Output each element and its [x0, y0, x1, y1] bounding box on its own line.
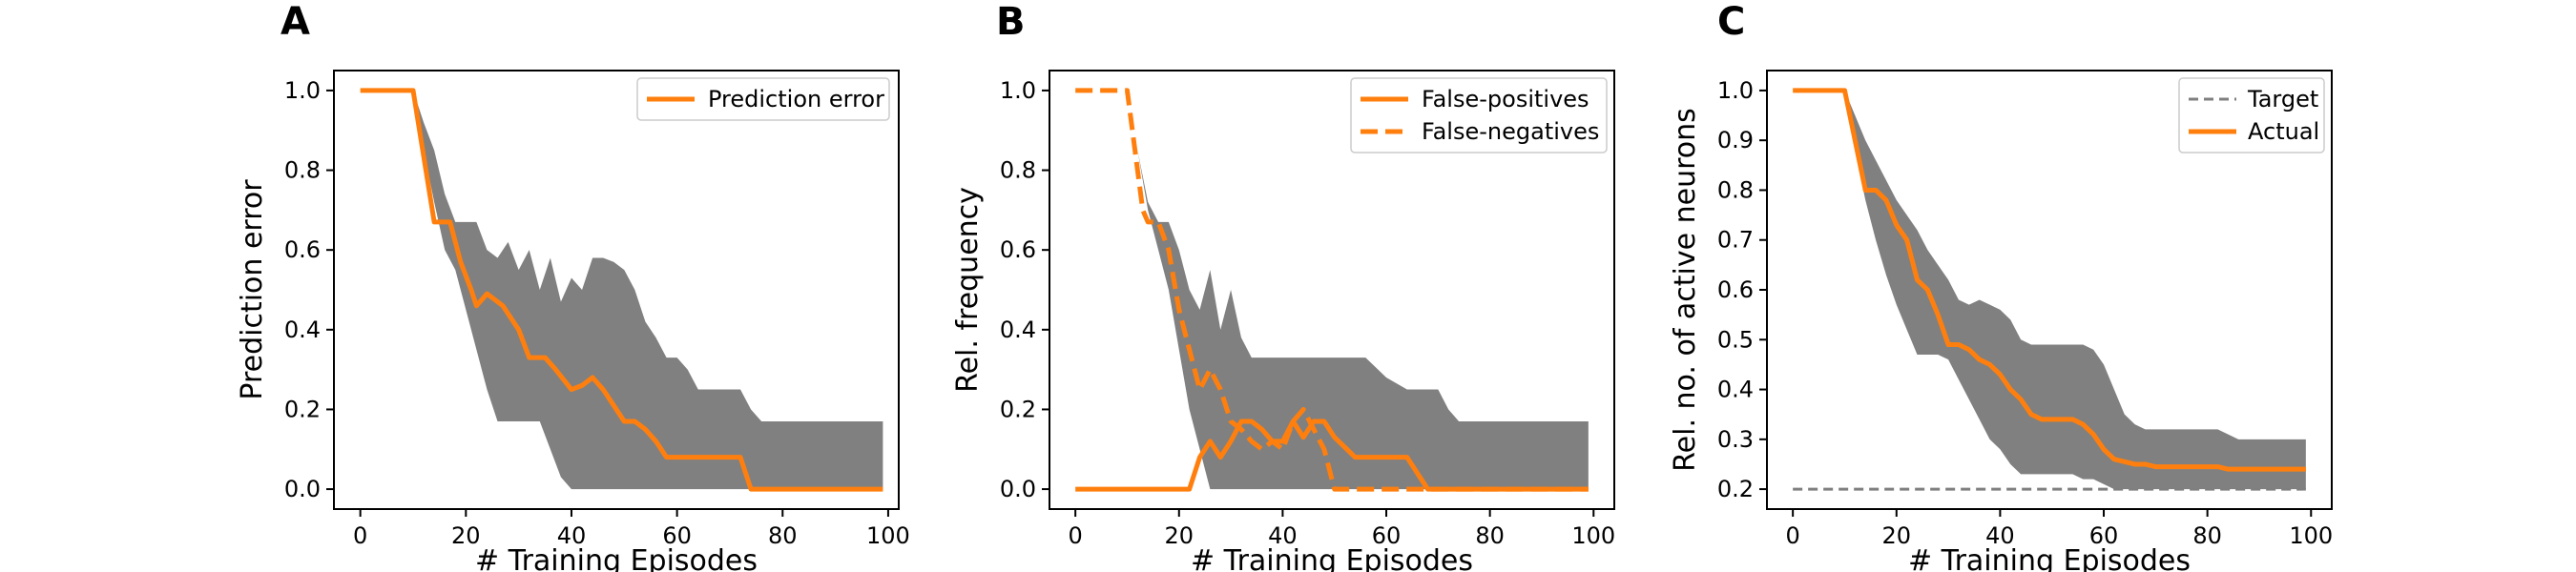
panel-c-letter: C: [1717, 0, 1745, 44]
panel-b-y-tick-label-5: 1.0: [1000, 77, 1036, 104]
panel-a-lines-layer: [360, 88, 883, 492]
panel-c-x-tick-label-40: 40: [1985, 522, 2015, 549]
panel-b-axes-frame: [1049, 70, 1615, 510]
panel-c-x-axis-label: # Training Episodes: [1908, 544, 2191, 572]
panel-b-y-tick-label-1: 0.2: [1000, 396, 1036, 422]
panel-c-y-tick-label-8: 1.0: [1717, 77, 1754, 104]
panel-b-x-tick-label-0: 0: [1069, 522, 1083, 549]
panel-c-x-tick-label-60: 60: [2089, 522, 2119, 549]
panel-c-y-tick-label-5: 0.7: [1717, 227, 1754, 254]
panel-c-y-tick-label-6: 0.8: [1717, 176, 1754, 203]
panel-a-x-tick-label-40: 40: [557, 522, 587, 549]
panel-c-legend-label-actual: Actual: [2248, 118, 2319, 145]
panel-b-series-false-positives-line: [1075, 419, 1589, 492]
panel-b-x-tick-label-20: 20: [1165, 522, 1195, 549]
panel-a: A 0 20 40 60 80 100 0.0 0.2 0.4 0.6 0.8 1.0 # Train…: [236, 0, 910, 572]
panel-a-x-tick-label-0: 0: [353, 522, 367, 549]
panel-c-std-band: [1844, 90, 2306, 490]
panel-b-std-band: [1127, 90, 1589, 490]
panel-a-legend-box: [636, 77, 890, 121]
panel-a-x-tick-label-100: 100: [866, 522, 910, 549]
panel-b-legend-label-false-negatives: False-negatives: [1422, 118, 1599, 145]
panel-a-band-layer: [412, 90, 883, 490]
panel-b-y-tick-label-2: 0.4: [1000, 317, 1036, 343]
panel-a-legend: Prediction error: [636, 77, 890, 121]
panel-b-x-tick-label-40: 40: [1268, 522, 1298, 549]
panel-b-x-tick-label-60: 60: [1372, 522, 1402, 549]
panel-c-x-tick-label-100: 100: [2289, 522, 2333, 549]
panel-b-y-tick-label-4: 0.8: [1000, 157, 1036, 184]
panel-a-letter: A: [280, 0, 310, 44]
panel-b-x-tick-label-80: 80: [1475, 522, 1505, 549]
panel-a-x-tick-label-20: 20: [451, 522, 481, 549]
panel-a-x-tick-label-80: 80: [768, 522, 798, 549]
panel-c-band-layer: [1844, 90, 2306, 490]
panel-b-legend-label-false-positives: False-positives: [1422, 86, 1589, 112]
panel-c-y-tick-label-2: 0.4: [1717, 377, 1754, 403]
panel-c-legend-label-target: Target: [2247, 86, 2318, 112]
panel-a-y-tick-label-3: 0.6: [284, 236, 321, 263]
panel-a-x-axis-label: # Training Episodes: [475, 544, 758, 572]
panel-b-letter: B: [996, 0, 1026, 44]
panel-c: C 0 20 40 60 80 100 0.2 0.3 0.4 0.5 0.6 0.7 0.8 0.9 1.…: [1669, 0, 2333, 572]
panel-c-lines-layer: [1793, 88, 2306, 491]
panel-b-x-axis-label: # Training Episodes: [1191, 544, 1473, 572]
panel-a-y-axis-label: Prediction error: [236, 179, 269, 400]
panel-a-y-tick-label-4: 0.8: [284, 157, 321, 184]
panel-c-y-tick-label-0: 0.2: [1717, 476, 1754, 502]
panel-a-axes-frame: [333, 70, 900, 510]
panel-a-y-tick-label-1: 0.2: [284, 396, 321, 422]
panel-b: B 0 20 40 60 80 100 0.0 0.2 0.4 0.6 0.8 1.0 # Train…: [951, 0, 1615, 572]
panel-a-y-tick-label-5: 1.0: [284, 77, 321, 104]
panel-c-legend: Target Actual: [2178, 77, 2325, 153]
panel-c-series-actual-line: [1793, 88, 2306, 472]
panel-b-ticks-layer: 0 20 40 60 80 100 0.0 0.2 0.4 0.6 0.8 1.0: [1000, 77, 1615, 549]
panel-b-legend-box: [1350, 77, 1608, 153]
panel-c-x-tick-label-20: 20: [1882, 522, 1912, 549]
panel-a-x-tick-label-60: 60: [662, 522, 692, 549]
panel-a-y-tick-label-0: 0.0: [284, 476, 321, 502]
panel-c-x-tick-label-0: 0: [1786, 522, 1800, 549]
panel-c-x-tick-label-80: 80: [2192, 522, 2222, 549]
panel-a-legend-label-prediction-error: Prediction error: [708, 86, 884, 112]
panel-c-ticks-layer: 0 20 40 60 80 100 0.2 0.3 0.4 0.5 0.6 0.7 0.8 0.9 1.0: [1717, 77, 2333, 549]
panel-b-lines-layer: [1075, 88, 1589, 492]
panel-a-y-tick-label-2: 0.4: [284, 317, 321, 343]
panel-b-y-tick-label-0: 0.0: [1000, 476, 1036, 502]
panel-a-ticks-layer: 0 20 40 60 80 100 0.0 0.2 0.4 0.6 0.8 1.0: [284, 77, 910, 549]
panel-c-y-tick-label-3: 0.5: [1717, 326, 1754, 353]
panel-b-band-layer: [1127, 90, 1589, 490]
panel-b-x-tick-label-100: 100: [1571, 522, 1615, 549]
panel-c-y-tick-label-4: 0.6: [1717, 276, 1754, 303]
panel-b-y-tick-label-3: 0.6: [1000, 236, 1036, 263]
panel-b-y-axis-label: Rel. frequency: [951, 187, 985, 393]
panel-c-y-tick-label-7: 0.9: [1717, 127, 1754, 153]
panel-a-series-prediction-error-line: [360, 88, 883, 492]
panel-a-std-band: [412, 90, 883, 490]
panel-c-y-axis-label: Rel. no. of active neurons: [1669, 108, 1702, 472]
panel-c-y-tick-label-1: 0.3: [1717, 426, 1754, 453]
panel-b-series-false-negatives-line: [1075, 88, 1589, 492]
panel-b-legend: False-positives False-negatives: [1350, 77, 1608, 153]
